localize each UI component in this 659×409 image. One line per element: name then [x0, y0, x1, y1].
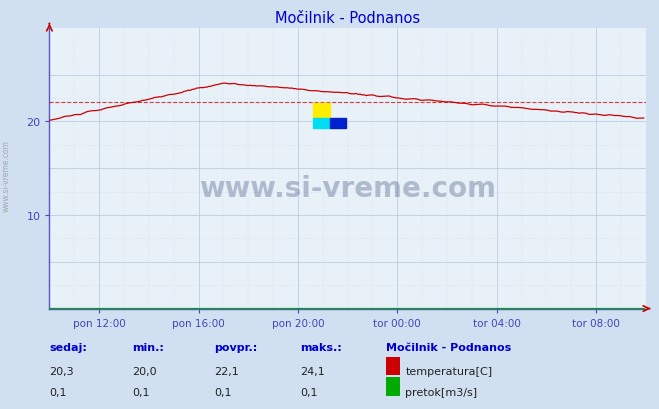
Text: 24,1: 24,1: [300, 366, 325, 376]
Text: 0,1: 0,1: [132, 387, 150, 397]
Text: sedaj:: sedaj:: [49, 342, 87, 352]
Title: Močilnik - Podnanos: Močilnik - Podnanos: [275, 11, 420, 26]
Text: maks.:: maks.:: [300, 342, 341, 352]
Text: 0,1: 0,1: [49, 387, 67, 397]
Text: www.si-vreme.com: www.si-vreme.com: [199, 174, 496, 202]
Text: pretok[m3/s]: pretok[m3/s]: [405, 387, 477, 397]
Text: povpr.:: povpr.:: [214, 342, 258, 352]
Text: 0,1: 0,1: [300, 387, 318, 397]
Text: 0,1: 0,1: [214, 387, 232, 397]
Bar: [330, 118, 347, 128]
Bar: [313, 104, 330, 118]
Text: Močilnik - Podnanos: Močilnik - Podnanos: [386, 342, 511, 352]
Text: temperatura[C]: temperatura[C]: [405, 366, 492, 376]
Bar: [313, 118, 330, 128]
Text: www.si-vreme.com: www.si-vreme.com: [2, 140, 11, 212]
Text: 20,0: 20,0: [132, 366, 156, 376]
Text: 20,3: 20,3: [49, 366, 74, 376]
Text: 22,1: 22,1: [214, 366, 239, 376]
Text: min.:: min.:: [132, 342, 163, 352]
